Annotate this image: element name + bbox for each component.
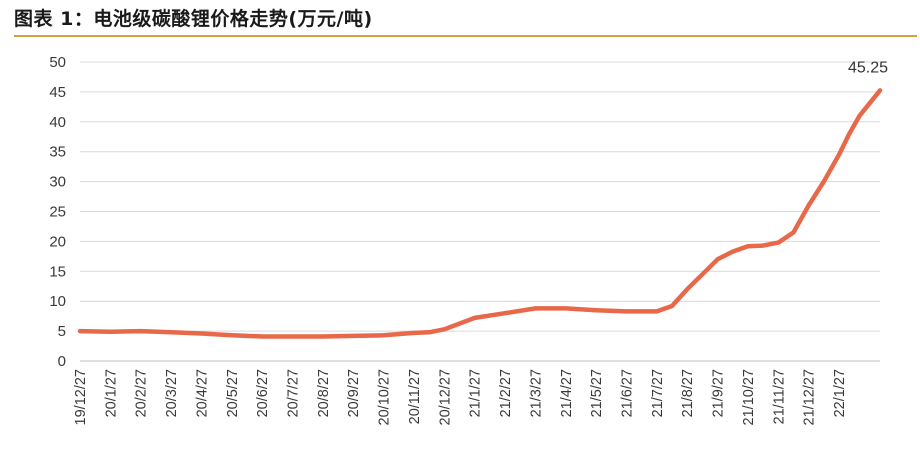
y-tick-label-5: 5 xyxy=(58,323,66,340)
x-tick-label-3: 20/3/27 xyxy=(164,369,180,417)
y-tick-label-25: 25 xyxy=(49,204,66,221)
x-tick-label-11: 20/11/27 xyxy=(407,369,423,424)
title-divider xyxy=(14,35,917,37)
data-label-latest: 45.25 xyxy=(848,59,888,76)
x-tick-label-9: 20/9/27 xyxy=(346,369,362,417)
y-tick-label-0: 0 xyxy=(58,353,66,370)
chart-title: 图表 1：电池级碳酸锂价格走势(万元/吨) xyxy=(14,8,373,30)
x-tick-label-22: 21/10/27 xyxy=(741,369,757,425)
x-tick-label-19: 21/7/27 xyxy=(650,369,666,417)
x-tick-label-15: 21/3/27 xyxy=(528,369,544,417)
y-tick-label-20: 20 xyxy=(49,233,66,250)
x-tick-label-5: 20/5/27 xyxy=(225,369,241,417)
x-tick-label-14: 21/2/27 xyxy=(498,369,514,417)
x-tick-label-21: 21/9/27 xyxy=(711,369,727,417)
y-tick-label-35: 35 xyxy=(49,144,66,161)
x-tick-label-8: 20/8/27 xyxy=(316,369,332,417)
x-tick-label-25: 22/1/27 xyxy=(832,369,848,417)
x-tick-label-24: 21/12/27 xyxy=(802,369,818,425)
x-tick-label-1: 20/1/27 xyxy=(103,369,119,417)
x-tick-label-4: 20/4/27 xyxy=(194,369,210,417)
x-tick-label-23: 21/11/27 xyxy=(771,369,787,424)
y-tick-label-50: 50 xyxy=(49,54,66,71)
x-tick-label-7: 20/7/27 xyxy=(286,369,302,417)
x-tick-label-16: 21/4/27 xyxy=(559,369,575,417)
y-tick-label-10: 10 xyxy=(49,293,66,310)
series-line-lithium-carbonate-price xyxy=(77,88,883,339)
y-tick-label-15: 15 xyxy=(49,263,66,280)
y-tick-label-40: 40 xyxy=(49,114,66,131)
x-tick-label-12: 20/12/27 xyxy=(437,369,453,425)
x-tick-label-13: 21/1/27 xyxy=(468,369,484,417)
x-tick-label-0: 19/12/27 xyxy=(73,369,89,425)
y-tick-label-45: 45 xyxy=(49,84,66,101)
x-tick-label-18: 21/6/27 xyxy=(619,369,635,417)
y-tick-label-30: 30 xyxy=(49,174,66,191)
x-tick-label-10: 20/10/27 xyxy=(377,369,393,425)
x-axis-ticks: 19/12/27 20/1/27 20/2/27 20/3/27 20/4/27 20/5… xyxy=(73,369,848,425)
x-tick-label-2: 20/2/27 xyxy=(134,369,150,417)
x-tick-label-20: 21/8/27 xyxy=(680,369,696,417)
y-axis-ticks: 0 5 10 15 20 25 30 35 40 45 50 xyxy=(49,54,66,370)
x-tick-label-6: 20/6/27 xyxy=(255,369,271,417)
gridlines xyxy=(80,61,880,332)
x-tick-label-17: 21/5/27 xyxy=(589,369,605,417)
